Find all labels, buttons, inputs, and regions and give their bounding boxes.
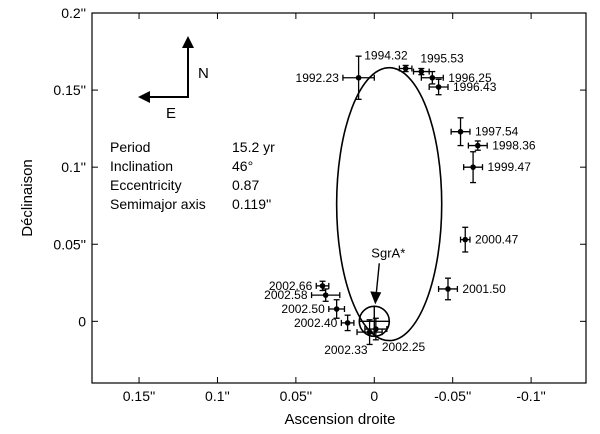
data-point: 2002.33 bbox=[324, 319, 383, 357]
y-tick-label: 0.1'' bbox=[61, 159, 86, 175]
point-label: 2002.66 bbox=[269, 279, 313, 293]
data-point: 1998.36 bbox=[467, 139, 536, 153]
data-point: 1994.32 bbox=[364, 49, 413, 73]
orbit-ellipse bbox=[335, 66, 443, 342]
data-point: 2002.40 bbox=[294, 314, 355, 332]
param-value: 0.87 bbox=[232, 177, 259, 193]
y-tick-label: 0.05'' bbox=[53, 236, 86, 252]
data-point: 2001.50 bbox=[437, 277, 506, 301]
x-tick-label: -0.1'' bbox=[516, 388, 545, 404]
point-label: 2002.58 bbox=[264, 288, 308, 302]
point-marker bbox=[470, 164, 476, 170]
x-tick-label: -0.05'' bbox=[434, 388, 471, 404]
point-label: 1995.53 bbox=[420, 52, 464, 66]
point-marker bbox=[333, 306, 340, 312]
param-value: 46° bbox=[232, 158, 253, 174]
data-point: 1997.54 bbox=[450, 117, 519, 147]
point-label: 1996.43 bbox=[453, 80, 497, 94]
point-marker bbox=[418, 68, 425, 75]
y-tick-label: 0.2'' bbox=[61, 5, 86, 21]
data-point: 2002.58 bbox=[264, 288, 341, 302]
point-marker bbox=[322, 292, 329, 298]
point-marker bbox=[435, 84, 442, 90]
point-label: 2001.50 bbox=[462, 282, 506, 296]
point-label: 2002.40 bbox=[294, 316, 338, 330]
sgra-marker: SgrA* bbox=[358, 245, 405, 338]
point-marker bbox=[344, 320, 351, 326]
data-point: 1992.23 bbox=[296, 55, 375, 100]
x-tick-label: 0 bbox=[370, 388, 378, 404]
x-tick-label: 0.05'' bbox=[280, 388, 313, 404]
point-marker bbox=[373, 326, 379, 332]
point-label: 1999.47 bbox=[487, 160, 531, 174]
x-tick-label: 0.15'' bbox=[123, 388, 156, 404]
point-marker bbox=[474, 142, 481, 149]
point-label: 2002.33 bbox=[324, 343, 368, 357]
x-axis-ticks: 0.15'' 0.1'' 0.05'' 0 -0.05'' -0.1'' bbox=[123, 13, 546, 404]
compass-north-label: N bbox=[198, 65, 209, 82]
point-marker bbox=[462, 236, 469, 243]
point-marker bbox=[445, 286, 451, 292]
point-label: 1996.25 bbox=[448, 71, 492, 85]
point-marker bbox=[319, 283, 326, 289]
data-point: 1999.47 bbox=[463, 151, 531, 184]
y-axis-label: Déclinaison bbox=[19, 159, 36, 237]
compass-north-arrowhead bbox=[182, 36, 194, 48]
param-name: Period bbox=[110, 139, 150, 155]
compass: N E bbox=[138, 36, 209, 122]
data-point: 1995.53 bbox=[412, 52, 464, 76]
data-point: 2002.50 bbox=[281, 299, 346, 319]
param-value: 15.2 yr bbox=[232, 139, 275, 155]
point-label: 2000.47 bbox=[475, 233, 519, 247]
point-marker bbox=[355, 74, 362, 81]
point-label: 1998.36 bbox=[492, 139, 536, 153]
point-marker bbox=[429, 74, 436, 81]
plot-frame bbox=[91, 12, 587, 384]
sgra-arrow-line bbox=[375, 263, 380, 294]
point-label: 1994.32 bbox=[364, 49, 408, 63]
x-tick-label: 0.1'' bbox=[205, 388, 230, 404]
point-label: 2002.50 bbox=[281, 302, 325, 316]
point-marker bbox=[457, 128, 464, 135]
data-point: 2000.47 bbox=[459, 226, 519, 253]
point-label: 2002.25 bbox=[382, 340, 426, 354]
compass-east-label: E bbox=[166, 105, 176, 122]
y-axis-ticks: 0.2'' 0.15'' 0.1'' 0.05'' 0 bbox=[53, 5, 586, 329]
y-tick-label: 0.15'' bbox=[53, 82, 86, 98]
sgra-label: SgrA* bbox=[371, 245, 405, 260]
point-label: 1992.23 bbox=[296, 71, 340, 85]
y-tick-label: 0 bbox=[78, 313, 86, 329]
param-name: Inclination bbox=[110, 158, 173, 174]
point-label: 1997.54 bbox=[475, 125, 519, 139]
data-point: 1996.25 bbox=[420, 71, 492, 85]
param-value: 0.119'' bbox=[232, 196, 271, 212]
data-point: 2002.66 bbox=[269, 279, 330, 293]
point-marker bbox=[402, 65, 409, 72]
parameters-table: Period 15.2 yr Inclination 46° Eccentric… bbox=[110, 139, 275, 212]
compass-east-arrowhead bbox=[138, 91, 150, 103]
data-point: 1996.43 bbox=[428, 78, 497, 96]
x-axis-label: Ascension droite bbox=[285, 411, 396, 428]
param-name: Semimajor axis bbox=[110, 196, 206, 212]
point-marker bbox=[366, 329, 373, 335]
data-point: 2002.25 bbox=[364, 317, 426, 354]
sgra-arrow-head bbox=[370, 291, 382, 305]
param-name: Eccentricity bbox=[110, 177, 182, 193]
